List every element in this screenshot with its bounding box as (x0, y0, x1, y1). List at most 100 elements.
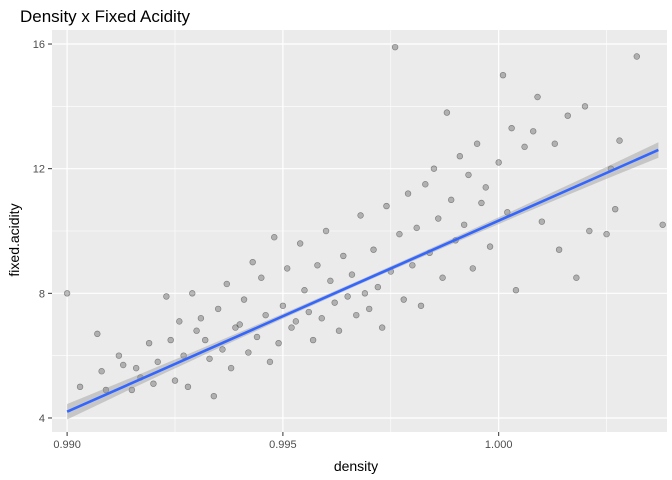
data-point (210, 392, 218, 400)
data-point (439, 274, 446, 281)
trend-line (66, 148, 659, 413)
y-axis-title: fixed.acidity (6, 203, 22, 276)
data-point (292, 318, 300, 325)
data-point (495, 159, 502, 166)
data-point (115, 352, 123, 359)
data-point (202, 336, 209, 344)
data-point (616, 137, 623, 144)
data-point (573, 274, 580, 281)
data-point (98, 368, 105, 375)
data-point (184, 383, 192, 391)
data-point (314, 262, 321, 269)
data-point (145, 339, 153, 347)
data-point (417, 302, 425, 309)
data-point (430, 165, 438, 172)
minor-gridlines (52, 30, 667, 432)
y-tick-label: 12 (33, 164, 45, 176)
data-point (102, 386, 110, 394)
data-point (404, 190, 412, 197)
x-tick-label: 0.995 (269, 439, 297, 451)
data-point (581, 103, 589, 110)
data-point (189, 290, 196, 297)
data-point (633, 53, 640, 60)
data-point (335, 327, 343, 334)
data-point (366, 305, 373, 313)
data-point (167, 336, 174, 344)
data-point (443, 109, 451, 116)
data-point (266, 358, 274, 366)
data-point (305, 308, 312, 316)
data-point (327, 277, 334, 285)
data-point (534, 93, 541, 101)
data-point (193, 327, 200, 334)
y-tick-label: 16 (33, 39, 45, 51)
trend-line-group (66, 142, 659, 420)
data-point (391, 43, 399, 51)
x-tick-label: 1.000 (485, 439, 513, 451)
data-point (603, 230, 610, 238)
x-axis-title: density (334, 458, 378, 474)
data-points (63, 43, 666, 400)
data-point (63, 290, 71, 297)
data-point (413, 224, 420, 232)
data-point (258, 274, 265, 281)
data-point (422, 181, 429, 188)
data-point (301, 287, 308, 294)
data-point (612, 205, 619, 213)
data-point (482, 184, 489, 191)
data-point (538, 218, 546, 225)
data-point (465, 171, 472, 179)
data-point (370, 246, 377, 253)
data-point (309, 336, 317, 344)
data-point (348, 271, 356, 278)
data-point (530, 128, 537, 135)
data-point (508, 124, 515, 132)
data-point (296, 240, 304, 247)
data-point (396, 230, 403, 238)
data-point (331, 299, 338, 306)
data-point (344, 293, 351, 300)
data-point (435, 215, 442, 222)
data-point (284, 265, 291, 272)
data-point (206, 355, 213, 362)
data-point (504, 209, 511, 216)
data-point (400, 296, 407, 303)
data-point (262, 311, 269, 319)
data-point (245, 349, 252, 356)
data-point (486, 243, 494, 250)
data-point (586, 227, 593, 235)
data-point (171, 377, 179, 384)
data-point (223, 280, 230, 288)
data-point (214, 305, 222, 313)
data-point (374, 283, 382, 291)
data-point (219, 346, 226, 353)
data-point (232, 324, 239, 331)
data-point (521, 143, 528, 151)
y-tick-label: 4 (39, 413, 45, 425)
data-point (409, 262, 416, 269)
data-point (460, 221, 468, 228)
data-point (357, 212, 364, 219)
data-point (322, 227, 330, 235)
data-point (340, 252, 347, 260)
data-point (180, 352, 187, 359)
data-point (76, 383, 84, 391)
data-point (512, 287, 520, 294)
data-point (176, 318, 183, 325)
data-point (564, 112, 571, 119)
data-point (469, 265, 476, 272)
x-tick-label: 0.990 (53, 439, 81, 451)
data-point (154, 358, 161, 366)
data-point (236, 321, 243, 328)
data-point (361, 290, 369, 297)
data-point (271, 234, 278, 241)
data-point (659, 221, 666, 228)
data-point (197, 315, 205, 322)
data-point (128, 386, 136, 394)
data-point (94, 330, 101, 338)
data-point (378, 324, 386, 331)
data-point (318, 315, 325, 322)
major-gridlines (52, 30, 667, 432)
data-point (456, 153, 464, 160)
